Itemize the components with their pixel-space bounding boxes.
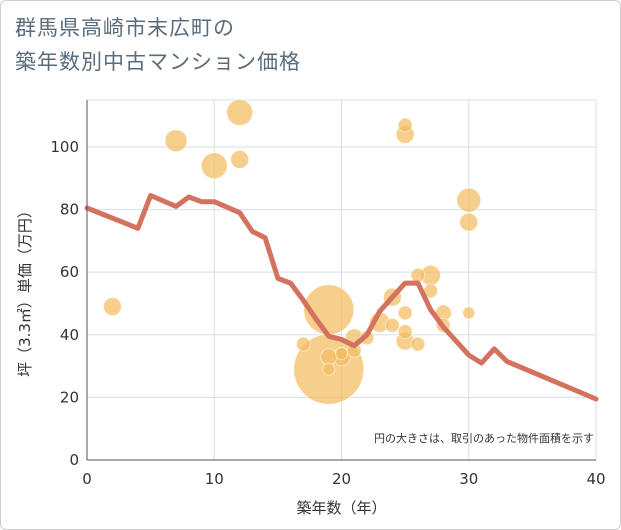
bubble-point [102,297,122,317]
bubble-point [320,348,338,366]
y-tick-label: 0 [69,451,79,469]
x-tick-label: 0 [82,470,92,488]
grid [86,99,597,461]
chart-title-line-1: 群馬県高崎市末広町の [15,16,235,40]
average-price-line [84,193,599,402]
y-tick-label: 80 [60,201,79,219]
chart-title: 群馬県高崎市末広町の 築年数別中古マンション価格 [15,11,301,79]
bubble-point [335,347,348,361]
bubble-point [397,324,413,340]
y-tick-label: 20 [60,388,79,406]
bubble-point [226,99,254,127]
chart-title-line-2: 築年数別中古マンション価格 [15,50,301,74]
bubble-point [410,267,426,283]
bubble-point [295,336,311,352]
y-tick-label: 100 [50,138,79,156]
bubble-point [164,129,188,153]
bubble-point [459,212,479,232]
axes: 0 10 20 30 40 0 20 40 60 80 100 [50,100,606,488]
x-tick-label: 20 [332,470,351,488]
bubble-point [462,306,476,320]
bubble-point [456,187,482,213]
x-tick-label: 40 [586,470,605,488]
bubble-point [200,152,228,180]
bubble-point [410,336,426,352]
x-tick-label: 10 [205,470,224,488]
trend-line-series [84,193,599,402]
bubble-point [230,149,250,169]
bubble-series [102,99,482,405]
bubble-point [397,117,413,133]
bubble-point [384,317,400,333]
x-tick-label: 30 [459,470,478,488]
y-axis-label: 坪（3.3㎡）単価（万円） [16,203,34,377]
bubble-point [397,305,413,321]
bubble-size-note: 円の大きさは、取引のあった物件面積を示す [374,431,594,445]
y-tick-label: 40 [60,326,79,344]
bubble-point [322,362,336,376]
x-axis-label: 築年数（年） [296,499,386,517]
y-tick-label: 60 [60,263,79,281]
